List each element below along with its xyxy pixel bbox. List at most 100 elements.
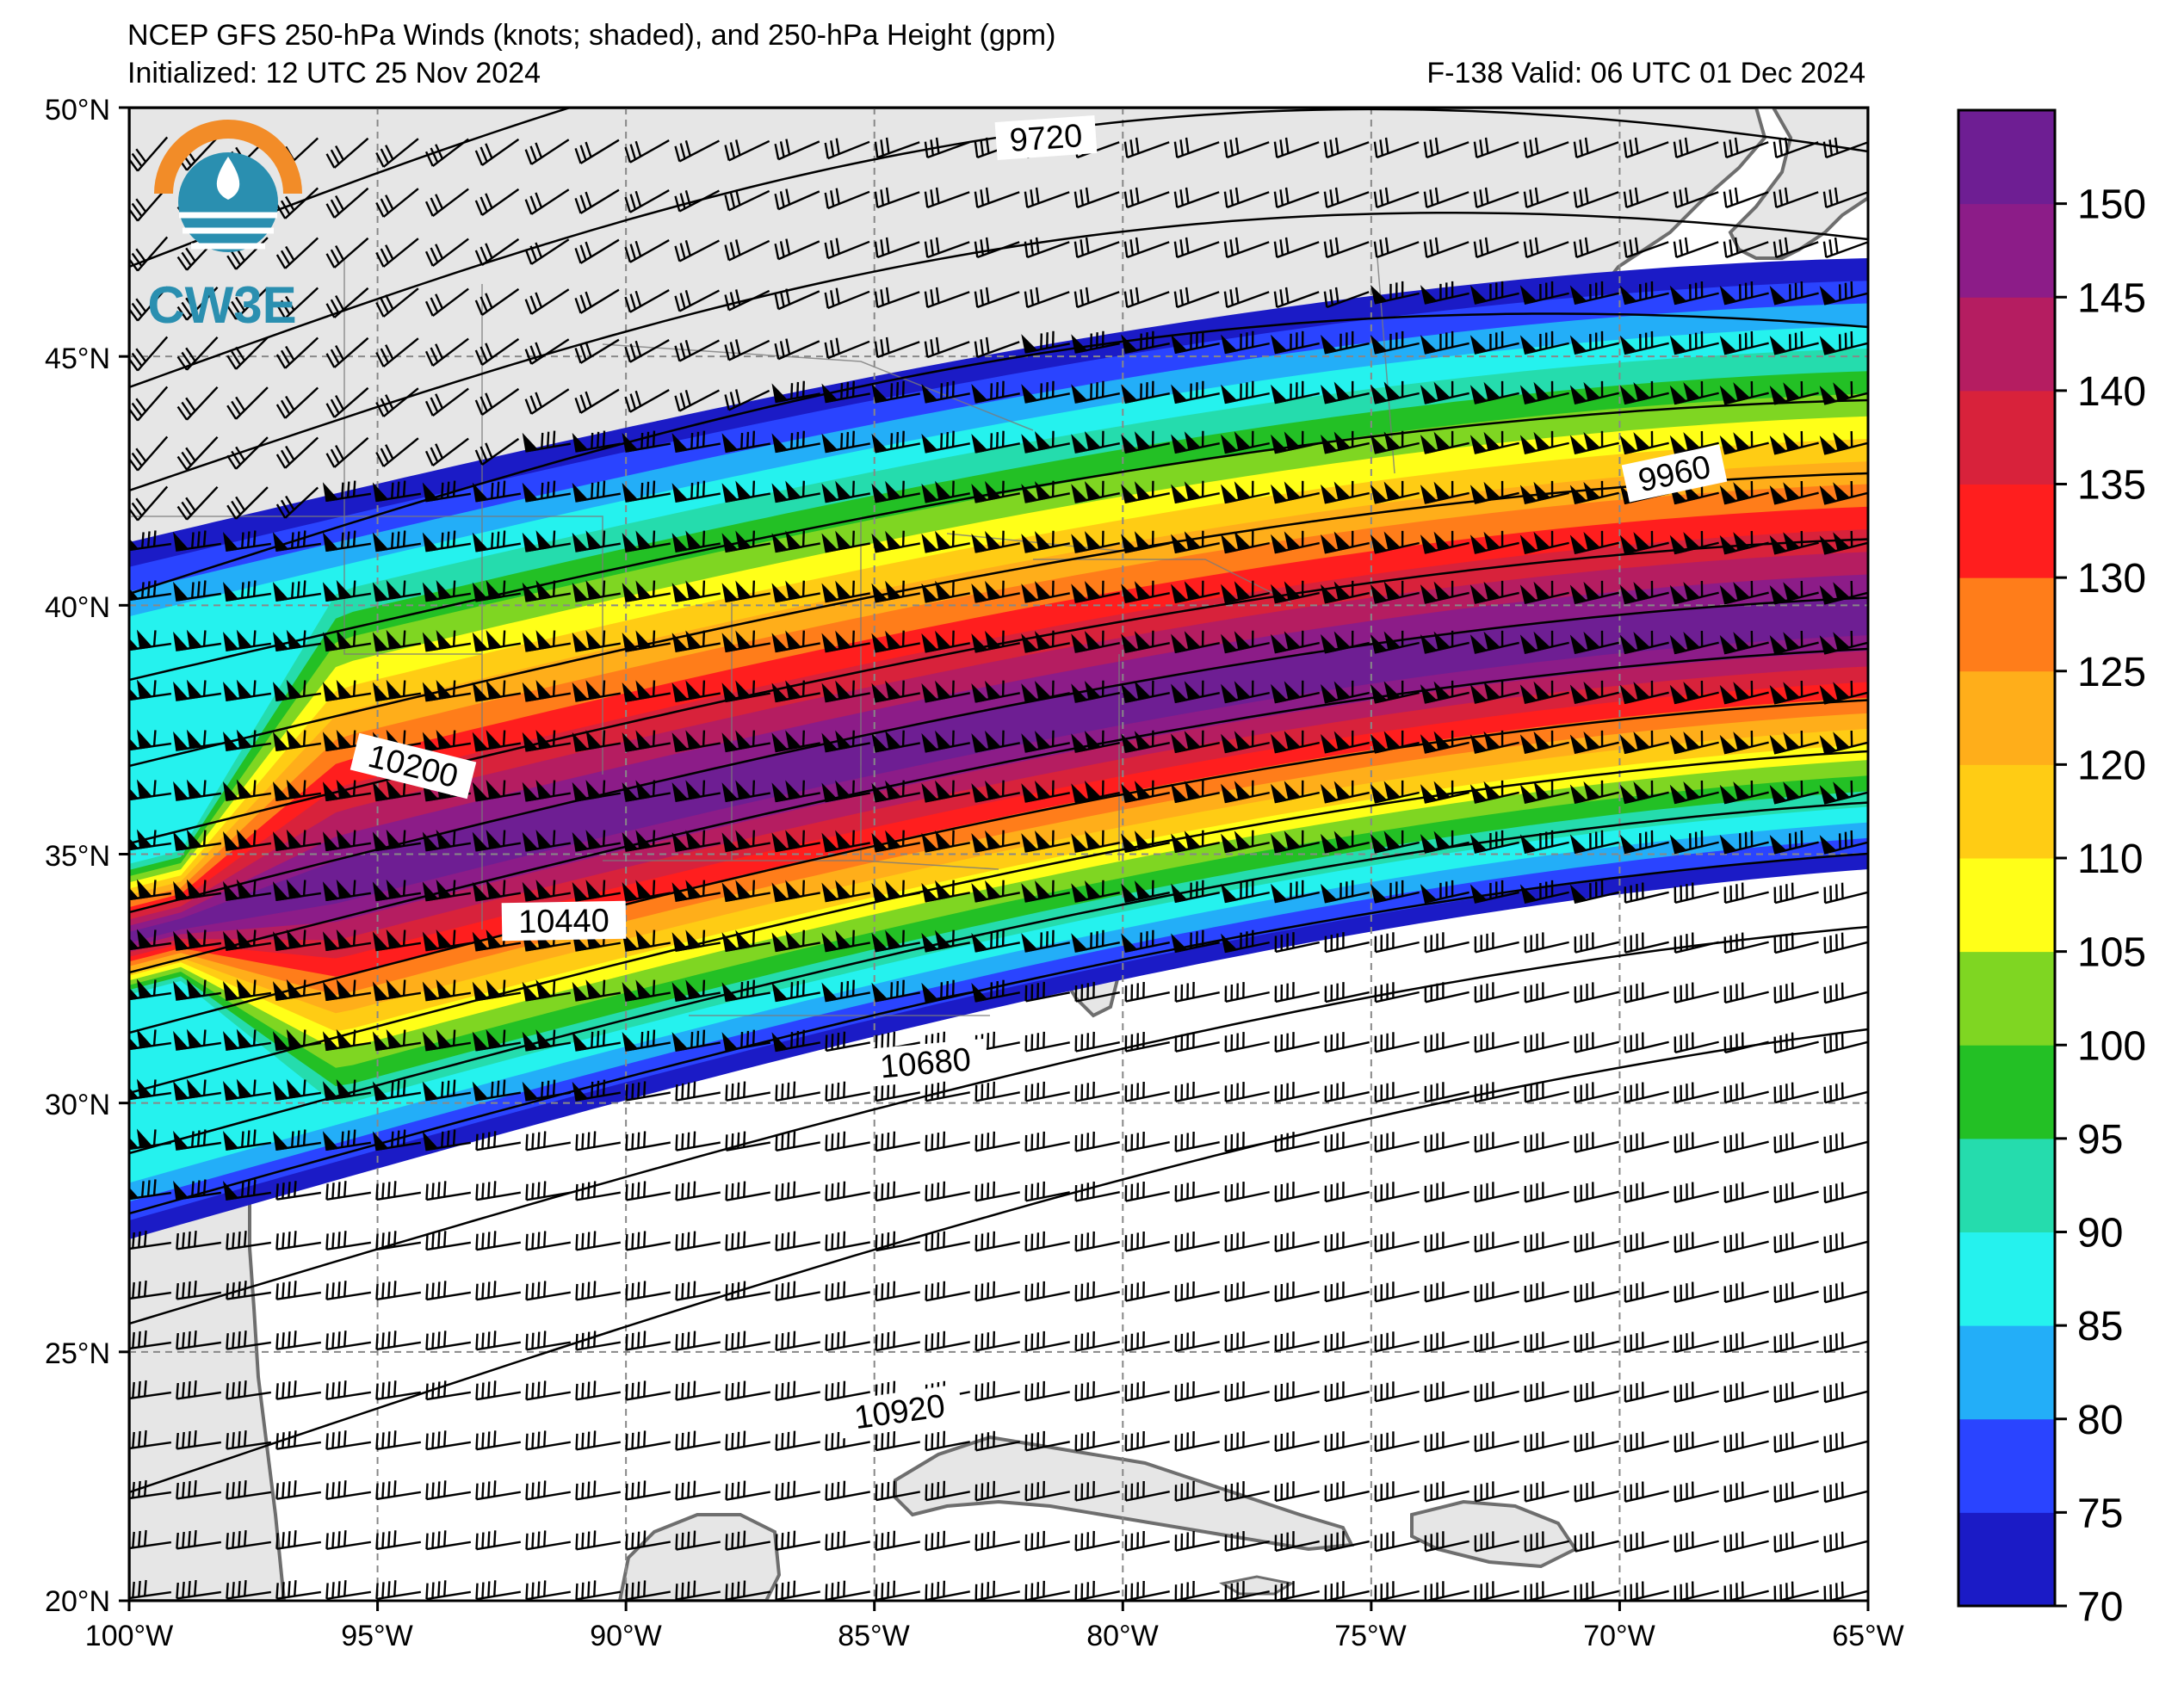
barb-feather [529,395,538,411]
barb-feather [1201,380,1204,398]
barb-feather [1229,139,1234,156]
wind-barb [1223,137,1270,159]
wind-barb [1073,187,1120,209]
wind-barb [721,430,770,454]
barb-feather [779,191,785,207]
barb-feather [674,345,681,361]
barb-shaft [827,340,870,360]
barb-feather [1650,281,1654,298]
barb-feather [1329,189,1334,206]
barb-feather [529,245,538,262]
barb-feather [1351,480,1354,497]
barb-feather [181,401,192,417]
barb-feather [1639,284,1642,300]
barb-shaft [481,337,520,366]
barb-shaft [333,287,369,318]
barb-shaft [1625,241,1669,259]
barb-feather [1844,332,1847,349]
barb-feather [874,291,879,308]
barb-flag [1433,481,1451,502]
barb-shaft [235,337,269,370]
wind-barb [971,430,1020,454]
barb-feather [479,396,488,412]
wind-barb [474,238,520,266]
wind-barb [1321,480,1370,504]
barb-feather [1500,380,1504,398]
barb-feather [1479,189,1484,206]
barb-feather [1101,480,1104,497]
barb-shaft [1176,191,1220,209]
barb-feather [235,496,246,511]
barb-feather [226,404,238,420]
barb-flag [1719,485,1738,505]
barb-feather [1679,139,1684,156]
barb-feather [135,398,147,412]
wind-barb [1619,430,1669,455]
barb-feather [1445,332,1448,349]
barb-feather [1334,187,1339,204]
wind-barbs [129,136,1868,1601]
barb-flag [1569,435,1588,455]
barb-shaft [728,389,770,411]
barb-feather [840,433,844,449]
wind-barb [574,388,620,414]
barb-flag [1134,431,1152,451]
barb-feather [824,142,829,159]
wind-barb [1024,187,1070,209]
barb-feather [1334,137,1339,154]
wind-barb [129,386,169,422]
wind-barb [1071,380,1120,404]
wind-barb [574,188,620,214]
barb-shaft [976,291,1020,309]
wind-barb [674,289,720,312]
barb-feather [935,287,940,304]
barb-feather [479,146,488,163]
barb-flag [1583,481,1601,502]
wind-barb [474,387,520,416]
wind-barb [874,287,920,309]
barb-feather [574,147,582,164]
barb-flag [1519,285,1538,305]
barb-flag [1121,434,1138,454]
barb-shaft [432,138,469,167]
barb-feather [1700,330,1704,348]
barb-feather [1579,189,1584,206]
barb-feather [574,247,582,264]
barb-flag [1483,381,1501,402]
wind-barb [524,238,570,265]
barb-feather [824,242,829,259]
barb-flag [1321,484,1339,504]
wind-barb [1373,237,1420,259]
barb-flag [671,483,689,503]
barb-flag [1483,431,1501,452]
barb-flag [1420,485,1438,504]
barb-feather [135,298,147,312]
barb-feather [1073,191,1079,208]
barb-flag [1171,484,1188,504]
barb-feather [1600,281,1604,298]
barb-feather [1594,282,1598,299]
barb-flag [1783,482,1801,502]
wind-barb [774,338,820,361]
barb-shaft [1126,141,1170,159]
barb-feather [830,340,835,356]
wind-barb [624,289,670,313]
barb-feather [1629,139,1634,156]
barb-feather [524,398,533,415]
barb-feather [231,300,242,316]
barb-feather [1001,480,1005,497]
wind-barb [1024,287,1070,309]
barb-shaft [926,341,970,359]
barb-feather [131,402,143,417]
barb-feather [1573,241,1578,258]
barb-flag [422,482,439,503]
wind-band-15 [129,596,1868,943]
barb-feather [430,297,439,313]
barb-feather [1822,191,1828,208]
barb-feather [1550,330,1554,348]
barb-feather [729,292,736,308]
barb-shaft [1026,191,1070,209]
barb-feather [552,430,556,448]
barb-feather [1600,380,1604,398]
barb-feather [485,293,493,309]
